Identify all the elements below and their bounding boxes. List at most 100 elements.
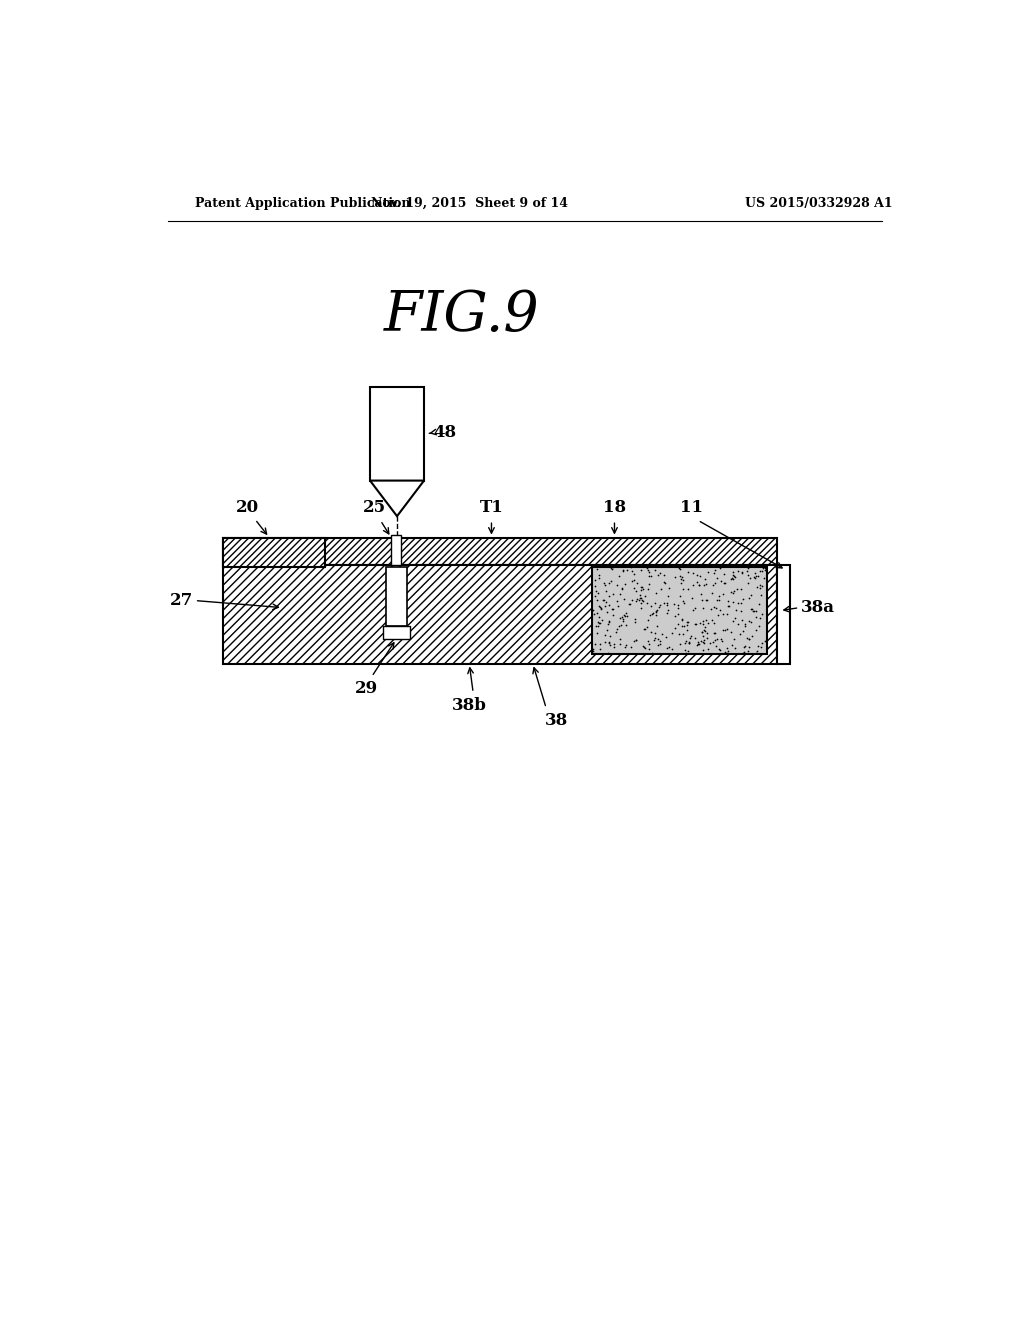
Point — [642, 605, 658, 626]
Bar — [777, 565, 790, 664]
Point — [649, 635, 666, 656]
Point — [707, 573, 723, 594]
Point — [611, 565, 628, 586]
Point — [660, 636, 677, 657]
Text: 18: 18 — [603, 499, 626, 516]
Point — [740, 557, 757, 578]
Point — [653, 623, 670, 644]
Point — [612, 628, 629, 649]
Point — [633, 579, 649, 601]
Point — [640, 560, 656, 581]
Point — [724, 565, 740, 586]
Point — [723, 622, 739, 643]
Point — [633, 560, 649, 581]
Point — [746, 562, 763, 583]
Point — [729, 578, 745, 599]
Point — [633, 587, 649, 609]
Point — [719, 638, 735, 659]
Point — [605, 636, 622, 657]
Point — [600, 632, 616, 653]
Point — [735, 636, 752, 657]
Point — [647, 605, 664, 626]
Point — [707, 630, 723, 651]
Point — [735, 643, 752, 664]
Point — [624, 636, 640, 657]
Point — [655, 564, 672, 585]
Point — [627, 631, 643, 652]
Point — [618, 560, 635, 581]
Point — [618, 606, 635, 627]
Point — [682, 627, 698, 648]
Point — [601, 611, 617, 632]
Point — [592, 597, 608, 618]
Point — [591, 568, 607, 589]
Text: 38: 38 — [545, 713, 568, 730]
Point — [719, 619, 735, 640]
Point — [757, 631, 773, 652]
Point — [615, 589, 632, 610]
Point — [690, 631, 707, 652]
Point — [612, 615, 629, 636]
Point — [683, 626, 699, 647]
Point — [749, 642, 765, 663]
Bar — [223, 537, 325, 568]
Point — [739, 627, 756, 648]
Point — [730, 593, 746, 614]
Point — [716, 564, 732, 585]
Point — [699, 561, 716, 582]
Point — [586, 603, 602, 624]
Point — [748, 619, 764, 640]
Point — [646, 593, 663, 614]
Point — [706, 597, 722, 618]
Point — [652, 631, 669, 652]
Point — [588, 616, 604, 638]
Point — [657, 626, 674, 647]
Point — [709, 590, 725, 611]
Point — [670, 603, 686, 624]
Bar — [223, 537, 325, 568]
Point — [742, 568, 759, 589]
Point — [690, 634, 707, 655]
Point — [591, 595, 607, 616]
Point — [713, 628, 729, 649]
Point — [725, 561, 741, 582]
Point — [705, 574, 721, 595]
Point — [681, 632, 697, 653]
Point — [743, 626, 760, 647]
Point — [696, 574, 713, 595]
Point — [699, 638, 716, 659]
Point — [712, 557, 728, 578]
Point — [645, 602, 662, 623]
Point — [673, 568, 689, 589]
Point — [733, 601, 750, 622]
Point — [740, 565, 757, 586]
Point — [601, 594, 617, 615]
Point — [695, 610, 712, 631]
Point — [670, 595, 686, 616]
Point — [635, 619, 651, 640]
Point — [740, 611, 757, 632]
Point — [603, 570, 620, 591]
Point — [711, 605, 727, 626]
Point — [706, 562, 722, 583]
Point — [602, 634, 618, 655]
Point — [626, 569, 642, 590]
Point — [613, 577, 630, 598]
Point — [754, 603, 770, 624]
Point — [598, 591, 614, 612]
Point — [727, 607, 743, 628]
Point — [737, 614, 754, 635]
Point — [715, 619, 731, 640]
Point — [696, 569, 713, 590]
Point — [691, 612, 708, 634]
Point — [679, 619, 695, 640]
Point — [717, 642, 733, 663]
Point — [676, 593, 692, 614]
Point — [664, 639, 680, 660]
Point — [691, 565, 708, 586]
Point — [658, 638, 675, 659]
Point — [680, 611, 696, 632]
Point — [648, 582, 665, 603]
Point — [708, 598, 724, 619]
Point — [665, 622, 681, 643]
